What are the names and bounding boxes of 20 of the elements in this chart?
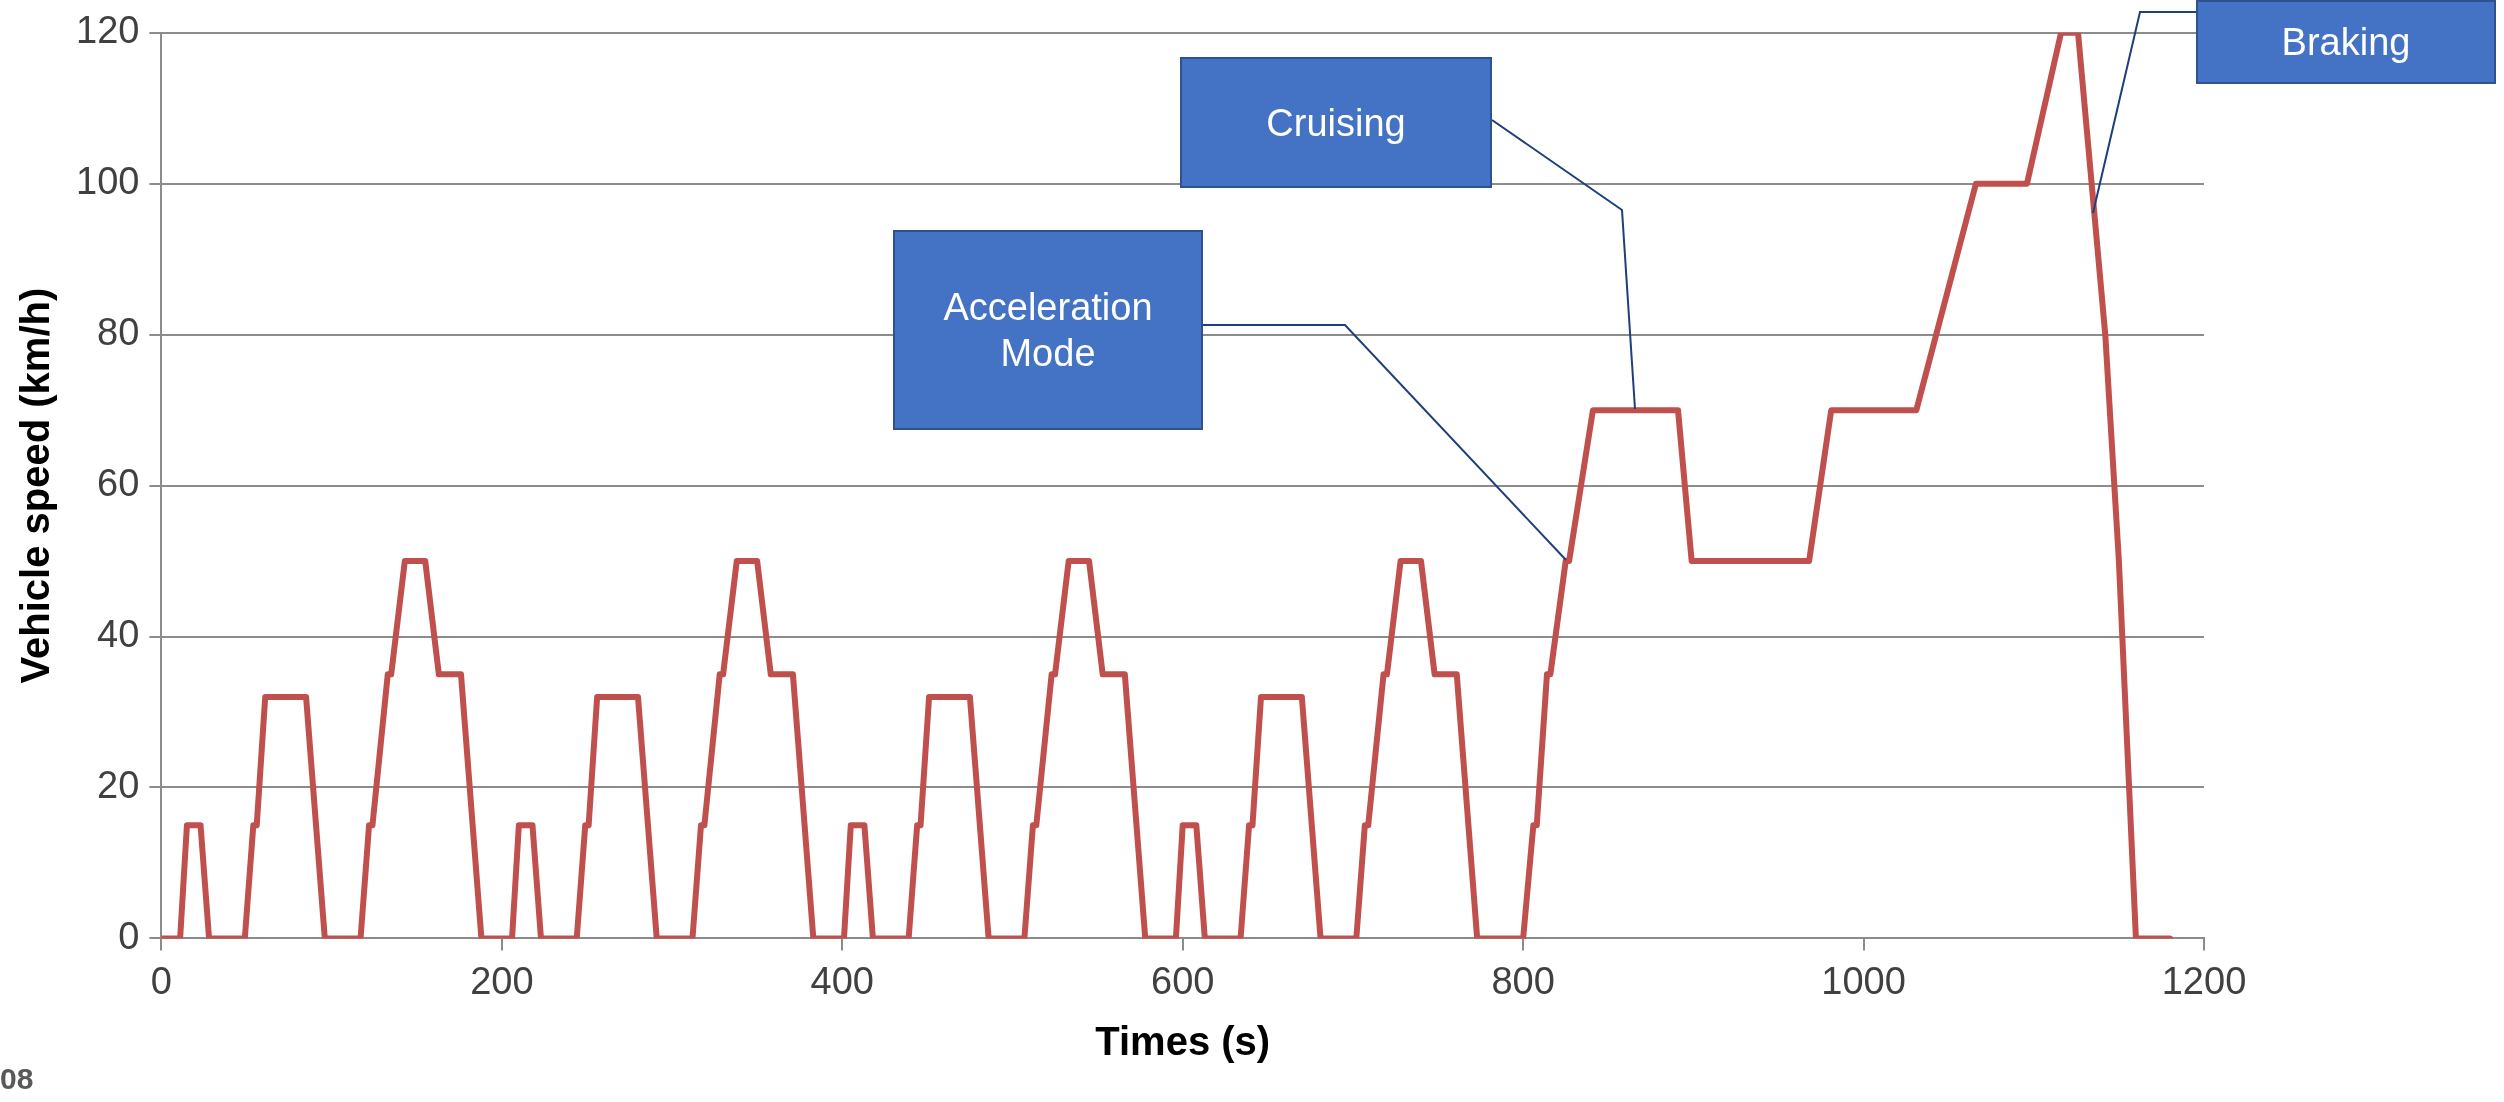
text: 08 bbox=[0, 1062, 34, 1096]
x-tick-label: 800 bbox=[1491, 959, 1555, 1002]
annotation: Cruising bbox=[1266, 100, 1406, 146]
y-axis-title: Vehicle speed (km/h) bbox=[13, 287, 58, 684]
y-tick-label: 20 bbox=[97, 763, 140, 806]
annotation: Acceleration Mode bbox=[942, 285, 1154, 376]
y-tick-label: 120 bbox=[76, 9, 140, 52]
y-tick-label: 80 bbox=[97, 311, 140, 354]
x-tick-label: 400 bbox=[810, 959, 874, 1002]
text: Braking bbox=[2281, 20, 2411, 65]
x-tick-label: 0 bbox=[150, 959, 172, 1002]
x-tick-label: 600 bbox=[1151, 959, 1215, 1002]
y-tick-label: 0 bbox=[118, 914, 140, 957]
y-tick-label: 60 bbox=[97, 462, 140, 505]
x-tick-label: 1200 bbox=[2161, 959, 2247, 1002]
x-tick-label: 200 bbox=[470, 959, 534, 1002]
x-tick-label: 1000 bbox=[1821, 959, 1906, 1002]
y-tick-label: 100 bbox=[76, 160, 140, 203]
x-axis-title: Times (s) bbox=[1095, 1019, 1271, 1064]
y-tick-label: 40 bbox=[97, 613, 140, 656]
